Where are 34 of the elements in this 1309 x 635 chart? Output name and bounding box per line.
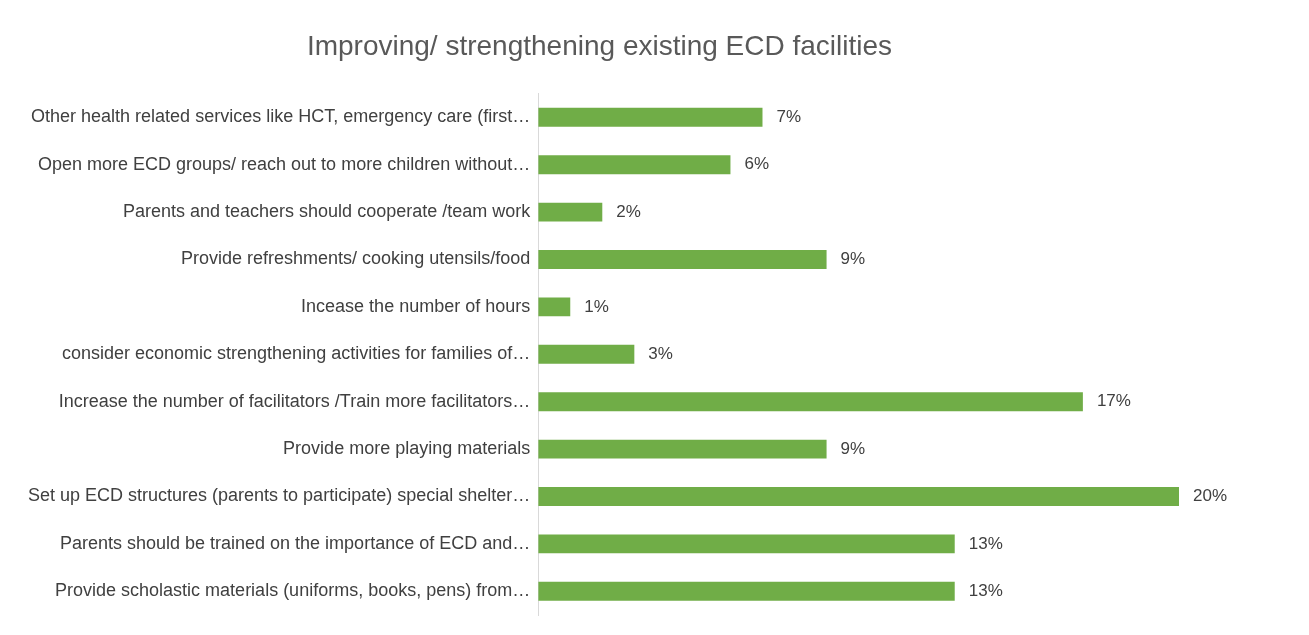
data-label: 9% [840,438,866,458]
y-tick-label: Parents and teachers should cooperate /team work [122,201,532,222]
bar [538,581,955,601]
data-label: 20% [1193,486,1228,506]
y-tick-label: Provide scholastic materials (uniforms, books, pens) from… [55,580,531,601]
data-label: 7% [776,106,802,126]
y-tick-label: Set up ECD structures (parents to participate) special shelter… [28,485,531,506]
data-label: 3% [648,343,673,363]
bar [538,487,1179,506]
data-label: 6% [744,154,770,174]
bar [538,202,603,222]
chart-title: Improving/ strengthening existing ECD facilities [306,29,893,61]
bar [538,250,827,269]
bar [538,344,635,364]
bar [538,107,763,127]
data-label: 9% [840,249,866,269]
bar [538,534,955,554]
data-label: 2% [616,201,641,221]
y-tick-label: Parents should be trained on the importance of ECD and… [59,532,531,553]
data-label: 13% [968,533,1003,553]
y-tick-label: Provide refreshments/ cooking utensils/food [181,248,531,269]
bar [538,297,571,317]
y-tick-label: Provide more playing materials [283,438,531,459]
y-tick-label: consider economic strengthening activities for families of… [62,343,531,364]
y-tick-label: Increase the number of facilitators /Train more facilitators… [58,390,531,411]
bar [538,439,827,459]
bar [538,392,1083,412]
y-tick-label: Incease the number of hours [301,295,531,316]
y-tick-label: Other health related services like HCT, emergency care (first… [31,106,531,127]
data-label: 1% [584,296,609,316]
data-label: 17% [1096,391,1131,411]
data-label: 13% [968,580,1003,600]
y-tick-label: Open more ECD groups/ reach out to more children without… [37,153,531,174]
bar [538,155,731,175]
